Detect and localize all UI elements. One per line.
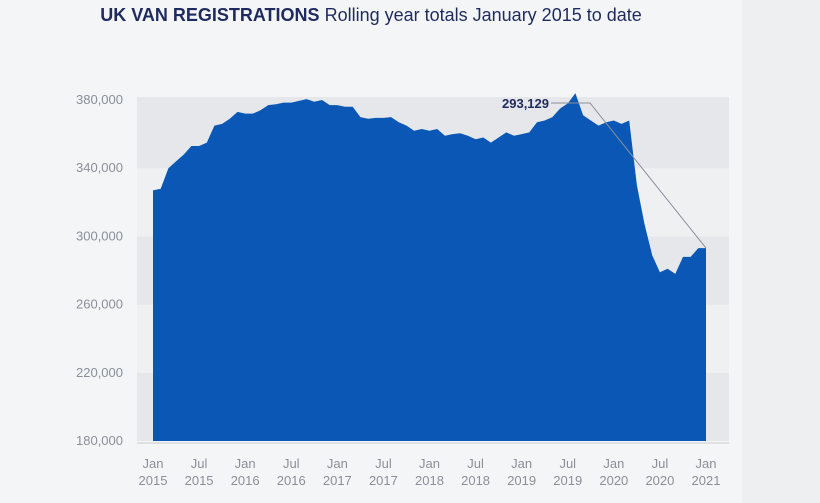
chart-title-rest: Rolling year totals January 2015 to date [324,5,642,25]
x-tick-label: 2021 [692,473,721,488]
y-tick-label: 300,000 [76,228,123,243]
x-tick-label: 2015 [185,473,214,488]
x-tick-label: Jan [511,456,532,471]
x-tick-label: 2019 [507,473,536,488]
x-tick-label: 2017 [323,473,352,488]
chart-title: UK VAN REGISTRATIONS Rolling year totals… [0,5,742,26]
x-tick-label: Jan [327,456,348,471]
x-tick-label: 2018 [461,473,490,488]
x-tick-label: 2016 [277,473,306,488]
chart-title-bold: UK VAN REGISTRATIONS [100,5,320,25]
x-tick-label: 2020 [645,473,674,488]
y-tick-label: 260,000 [76,297,123,312]
area-series [153,93,706,441]
x-tick-label: Jul [283,456,300,471]
y-tick-label: 180,000 [76,433,123,448]
x-tick-label: Jan [235,456,256,471]
area-chart: 180,000 220,000 260,000 300,000 340,000 380,0… [76,92,729,488]
y-tick-label: 380,000 [76,92,123,107]
x-tick-label: Jan [143,456,164,471]
x-tick-label: 2018 [415,473,444,488]
x-tick-label: Jul [467,456,484,471]
x-tick-label: Jul [191,456,208,471]
y-tick-label: 340,000 [76,160,123,175]
y-tick-label: 220,000 [76,365,123,380]
x-tick-label: Jan [603,456,624,471]
x-tick-label: 2020 [599,473,628,488]
x-tick-label: 2017 [369,473,398,488]
x-tick-label: Jan [696,456,717,471]
x-tick-label: Jul [375,456,392,471]
annotation-leader-line [551,102,707,249]
x-tick-label: 2015 [139,473,168,488]
annotation-label: 293,129 [502,96,549,111]
x-tick-label: Jul [559,456,576,471]
x-tick-label: 2019 [553,473,582,488]
x-tick-label: Jul [652,456,669,471]
x-tick-label: 2016 [231,473,260,488]
x-tick-label: Jan [419,456,440,471]
